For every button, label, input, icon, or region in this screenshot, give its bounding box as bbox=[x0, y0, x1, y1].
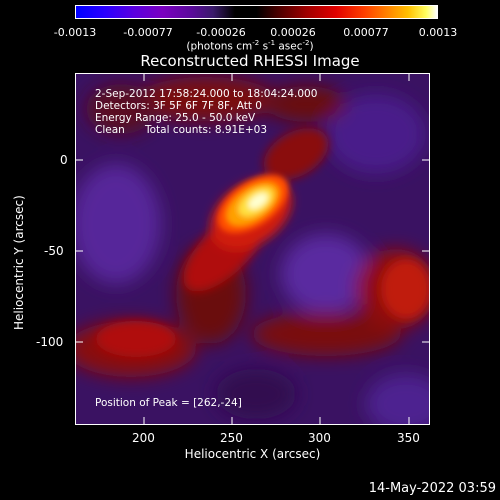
colorbar-tick-label: -0.00026 bbox=[196, 26, 246, 39]
colorbar-tick-label: 0.0013 bbox=[418, 26, 458, 39]
y-axis-label: Heliocentric Y (arcsec) bbox=[12, 195, 26, 330]
colorbar-tick-label: 0.00077 bbox=[343, 26, 389, 39]
total-counts-text: Total counts: 8.91E+03 bbox=[145, 124, 268, 136]
detectors-text: Detectors: 3F 5F 6F 7F 8F, Att 0 bbox=[95, 100, 262, 112]
y-tick-label: -50 bbox=[44, 244, 64, 258]
colorbar bbox=[75, 5, 438, 19]
colorbar-tick-label: -0.0013 bbox=[53, 26, 97, 39]
y-tick-label: -100 bbox=[36, 335, 64, 349]
y-tick-label: 0 bbox=[60, 153, 68, 167]
timestamp: 14-May-2022 03:59 bbox=[368, 481, 496, 496]
x-tick-label: 300 bbox=[308, 431, 331, 445]
energy-range-text: Energy Range: 25.0 - 50.0 keV bbox=[95, 112, 256, 124]
rhessi-image-map bbox=[76, 74, 429, 424]
colorbar-tick-label: -0.00077 bbox=[123, 26, 173, 39]
colorbar-units: (photons cm-2 s-1 asec-2) bbox=[186, 39, 314, 53]
colorbar-tick-label: 0.00026 bbox=[270, 26, 316, 39]
peak-position-text: Position of Peak = [262,-24] bbox=[95, 397, 242, 409]
time-range-text: 2-Sep-2012 17:58:24.000 to 18:04:24.000 bbox=[95, 88, 318, 100]
x-tick-label: 250 bbox=[220, 431, 243, 445]
plot-title: Reconstructed RHESSI Image bbox=[140, 52, 360, 70]
clean-text: Clean bbox=[95, 124, 125, 136]
x-tick-label: 350 bbox=[397, 431, 420, 445]
rhessi-image bbox=[75, 73, 430, 425]
x-axis-label: Heliocentric X (arcsec) bbox=[184, 447, 321, 461]
x-tick-label: 200 bbox=[132, 431, 155, 445]
